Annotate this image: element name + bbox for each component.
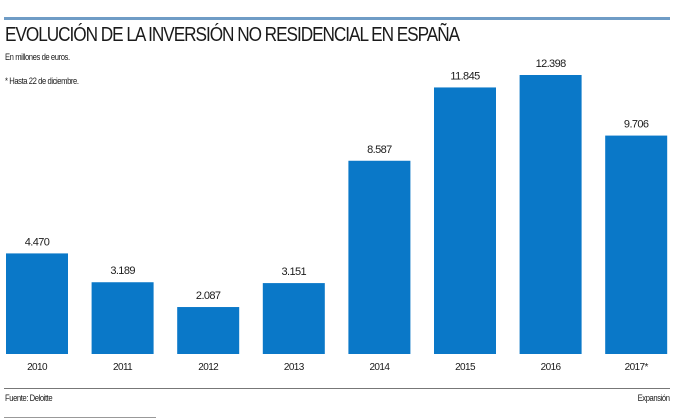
top-rule <box>4 17 670 20</box>
credit: Expansión <box>638 393 670 403</box>
chart-title: EVOLUCIÓN DE LA INVERSIÓN NO RESIDENCIAL… <box>5 24 460 46</box>
x-tick-label: 2016 <box>541 362 562 373</box>
bar-2013 <box>262 283 325 354</box>
bar-2014 <box>348 160 411 354</box>
value-label: 11.845 <box>450 70 480 82</box>
bar-2011 <box>91 282 154 354</box>
value-label: 2.087 <box>196 290 221 302</box>
bar-2015 <box>434 87 496 354</box>
x-tick-label: 2011 <box>113 362 133 373</box>
x-tick-label: 2014 <box>369 362 390 373</box>
chart-note: * Hasta 22 de diciembre. <box>5 76 79 86</box>
bar-2010 <box>6 253 68 354</box>
x-tick-label: 2012 <box>198 362 219 373</box>
bar-2012 <box>177 307 240 354</box>
bottom-rule <box>4 388 670 389</box>
value-label: 9.706 <box>624 119 649 131</box>
value-label: 12.398 <box>536 58 567 70</box>
x-tick-label: 2015 <box>455 362 476 373</box>
bar-2017* <box>605 135 668 354</box>
value-label: 3.151 <box>282 266 307 278</box>
x-tick-label: 2017* <box>625 362 649 373</box>
source: Fuente: Deloitte <box>5 393 53 403</box>
value-label: 3.189 <box>110 265 135 277</box>
divider <box>4 417 156 418</box>
x-tick-label: 2010 <box>27 362 48 373</box>
x-tick-label: 2013 <box>284 362 305 373</box>
value-label: 4.470 <box>25 236 50 248</box>
chart-subtitle: En millones de euros. <box>5 52 70 62</box>
bar-2016 <box>519 75 582 354</box>
value-label: 8.587 <box>367 144 392 156</box>
